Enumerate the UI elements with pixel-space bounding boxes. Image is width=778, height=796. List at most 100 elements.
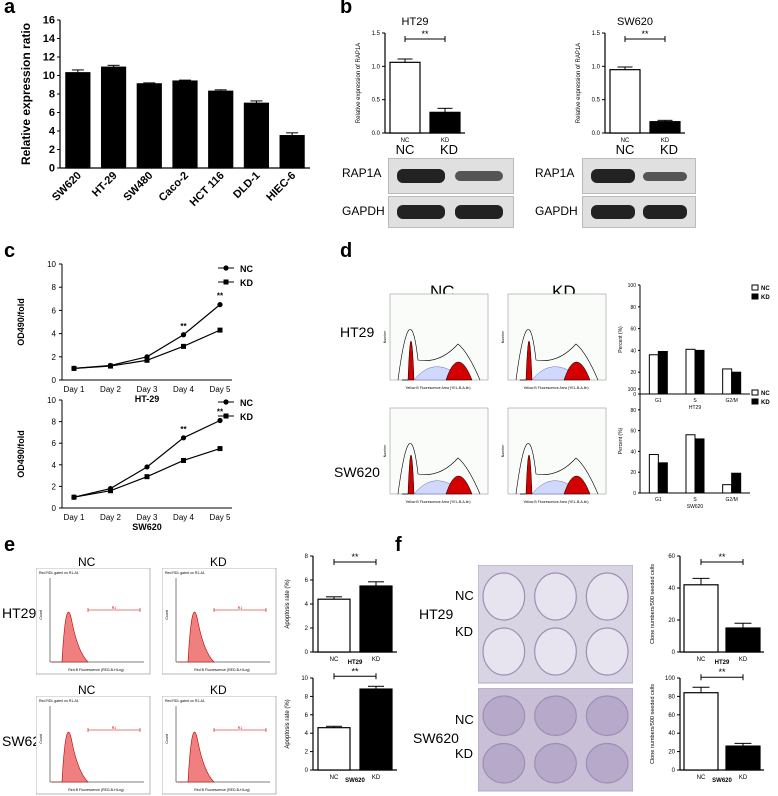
y-tick-label: 20 <box>630 470 636 476</box>
x-axis-label: HT29 <box>348 660 363 666</box>
y-tick-label: 1.0 <box>592 64 601 70</box>
legend-label: NC <box>761 286 770 292</box>
g1-peak <box>402 455 415 495</box>
blot-sw620-rap1a <box>582 158 696 194</box>
category-label: HIEC-6 <box>264 170 298 204</box>
significance-label: ** <box>718 668 726 677</box>
chart-f-ht29: 0 20 40 60 NC KD ** Clone numbers/500 seeded ce… <box>650 552 764 666</box>
x-axis-label: Red B Fluorescence (RED-B-HLog) <box>194 668 249 672</box>
y-tick-label: 60 <box>630 429 636 435</box>
y-tick-label: 8 <box>52 283 57 292</box>
y-tick-label: 6 <box>52 306 57 315</box>
category-label: S <box>693 398 697 404</box>
y-tick-label: 40 <box>630 348 636 354</box>
y-tick-label: 12 <box>43 52 55 64</box>
count-histogram <box>52 611 89 663</box>
y-tick-label: 100 <box>665 676 676 682</box>
cellcycle-hist-ht29-kd: Yellow B Fluorescence Area (YEL-B-A-lin)… <box>501 293 607 390</box>
well <box>482 572 526 621</box>
band-kd <box>455 205 503 219</box>
blot-lane-label: KD <box>660 142 678 157</box>
chart-title: HT29 <box>402 16 429 28</box>
plot-frame <box>162 568 277 675</box>
f-label-kd-1: KD <box>455 624 474 639</box>
y-tick-label: 80 <box>668 694 675 700</box>
blot-label-gapdh-2: GAPDH <box>535 204 578 218</box>
category-label: DLD-1 <box>231 170 262 201</box>
count-histogram <box>52 731 89 783</box>
y-tick-label: 8 <box>305 694 309 700</box>
g2-peak <box>445 475 473 495</box>
point-kd <box>144 474 150 480</box>
chart-d-ht29: 0 20 40 60 80 100 G1 S G2/M HT29 Percent (%) NC KD <box>618 283 770 411</box>
plot-title: Red RDL gated on R1-A1 <box>39 699 79 703</box>
y-tick-label: 10 <box>47 396 56 405</box>
y-tick-label: 2 <box>49 144 55 156</box>
significance-label: ** <box>351 668 359 676</box>
y-tick-label: 1.0 <box>372 64 381 70</box>
series-line-nc <box>73 419 221 498</box>
gate-label: R1 <box>238 726 243 730</box>
legend-label: NC <box>240 398 253 408</box>
significance-label: ** <box>718 552 726 562</box>
y-tick-label: 8 <box>305 554 309 560</box>
x-axis-label: Yellow B Fluorescence Area (YEL-B-A-lin) <box>523 500 588 504</box>
bar-nc <box>722 484 733 494</box>
well <box>534 742 577 784</box>
x-axis-label: SW620 <box>687 504 704 510</box>
g1-peak <box>520 455 533 495</box>
bar-nc <box>685 434 696 494</box>
y-tick-label: 0.5 <box>372 98 381 104</box>
x-tick-label: Day 2 <box>100 513 121 522</box>
category-label: G1 <box>655 497 662 503</box>
y-tick-label: 2 <box>52 482 57 491</box>
x-tick-label: Day 4 <box>173 513 194 522</box>
category-label: NC <box>330 775 339 781</box>
chart-c-ht29: 0 2 4 6 8 10 Day 1 Day 2 Day 3 Day 4 Day 5 NC KD ** **… <box>16 260 253 404</box>
category-label: Caco-2 <box>157 170 191 204</box>
y-tick-label: 20 <box>630 370 636 376</box>
y-axis-label: Count <box>165 610 169 619</box>
y-tick-label: 0 <box>633 491 636 497</box>
category-label: G2/M <box>726 497 738 503</box>
y-axis-label: Count <box>165 734 169 743</box>
y-tick-label: 0.5 <box>592 98 601 104</box>
f-label-nc-1: NC <box>455 588 474 603</box>
x-tick-label: Day 5 <box>210 385 231 394</box>
gate-label: R1 <box>112 726 117 730</box>
x-axis-label: HT-29 <box>135 394 160 404</box>
point-kd <box>71 494 77 500</box>
y-axis-label: Number <box>383 330 387 343</box>
d-row-label-ht29: HT29 <box>340 324 375 340</box>
g2-peak <box>445 361 473 381</box>
point-kd <box>144 357 150 363</box>
band-kd <box>643 205 687 219</box>
legend-label: KD <box>240 278 253 288</box>
well <box>534 627 577 676</box>
category-label: KD <box>372 657 381 663</box>
category-label: SW480 <box>121 170 155 204</box>
category-label: SW620 <box>50 170 84 204</box>
point-nc <box>144 464 150 470</box>
y-tick-label: 6 <box>52 439 57 448</box>
y-tick-label: 8 <box>52 418 57 427</box>
y-axis-label: Apoptosis rate (%) <box>285 579 291 628</box>
f-row-label-sw620: SW620 <box>413 730 459 746</box>
panel-letter-f: f <box>395 534 402 556</box>
bar <box>725 627 761 653</box>
point-kd <box>71 365 77 371</box>
bar <box>359 585 393 653</box>
y-tick-label: 40 <box>668 586 675 592</box>
point-nc <box>217 302 223 308</box>
cellcycle-hist-sw620-kd: Yellow B Fluorescence Area (YEL-B-A-lin)… <box>501 407 607 504</box>
d-row-label-sw620: SW620 <box>334 464 380 480</box>
x-tick-label: Day 3 <box>137 513 158 522</box>
y-axis-label: Clone numbers/500 seeded cells <box>650 564 656 644</box>
legend-swatch <box>751 284 759 291</box>
plot-title: Red RDL gated on R1-A1 <box>165 571 205 575</box>
y-tick-label: 80 <box>630 408 636 414</box>
category-label: HCT 116 <box>188 170 227 209</box>
well <box>585 695 629 737</box>
y-tick-label: 100 <box>628 387 637 393</box>
x-axis-label: SW620 <box>132 522 162 532</box>
